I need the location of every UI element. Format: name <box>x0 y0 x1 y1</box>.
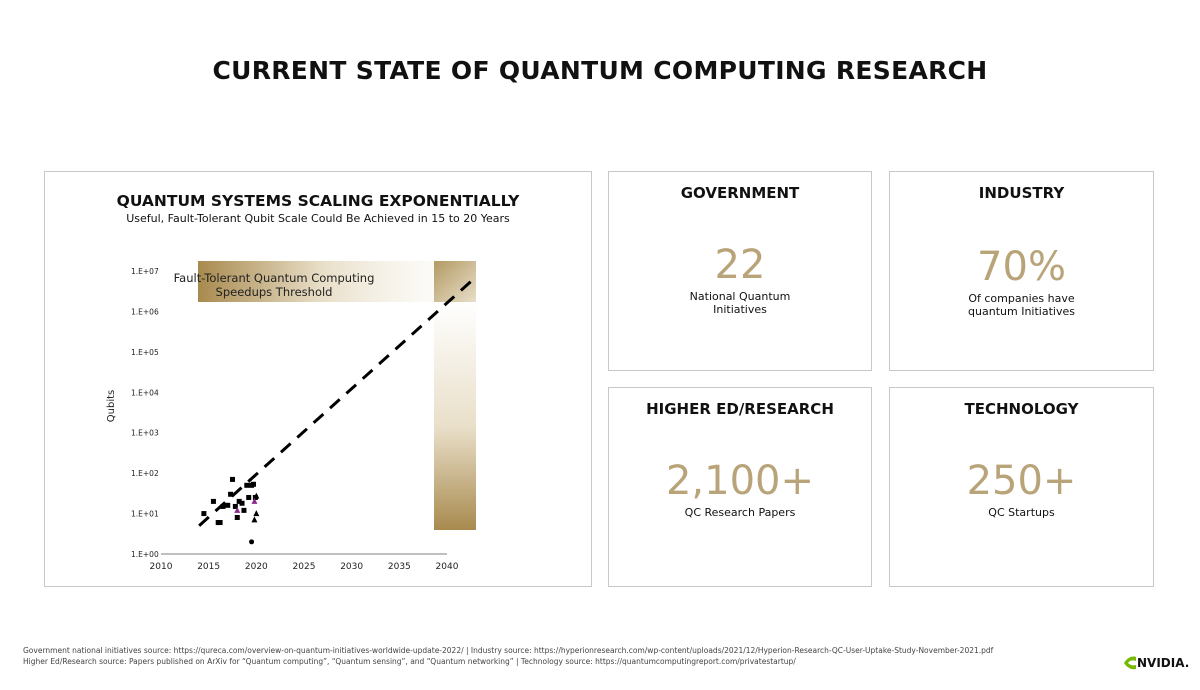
data-point <box>244 482 250 488</box>
government-title: GOVERNMENT <box>680 184 800 202</box>
data-point <box>250 481 256 487</box>
government-desc-1: National Quantum <box>689 290 791 303</box>
data-point <box>234 514 240 520</box>
chart-subtitle: Useful, Fault-Tolerant Qubit Scale Could… <box>126 212 510 225</box>
industry-desc-1: Of companies have <box>968 292 1075 305</box>
data-point <box>201 511 207 517</box>
x-tick-label: 2040 <box>436 562 459 572</box>
threshold-horizontal-band <box>198 261 476 302</box>
higher-ed-card: HIGHER ED/RESEARCH 2,100+ QC Research Pa… <box>608 387 872 587</box>
technology-value: 250+ <box>966 458 1077 504</box>
data-point <box>210 498 216 504</box>
data-point <box>241 507 247 513</box>
government-desc-2: Initiatives <box>713 303 767 316</box>
data-point <box>253 492 260 499</box>
threshold-vertical-band <box>434 302 476 530</box>
technology-title: TECHNOLOGY <box>964 400 1079 418</box>
data-point <box>217 520 223 526</box>
technology-card: TECHNOLOGY 250+ QC Startups <box>889 387 1154 587</box>
data-point <box>249 539 255 545</box>
threshold-label-line2: Speedups Threshold <box>216 285 333 299</box>
y-tick-label: 1.E+02 <box>131 469 159 478</box>
industry-card: INDUSTRY 70% Of companies have quantum I… <box>889 171 1154 371</box>
data-point <box>225 502 231 508</box>
industry-value: 70% <box>977 244 1066 290</box>
data-point <box>253 510 260 517</box>
y-tick-label: 1.E+03 <box>131 429 159 438</box>
x-tick-label: 2025 <box>293 562 316 572</box>
x-tick-labels: 2010 2015 2020 2025 2030 2035 2040 <box>150 562 459 572</box>
y-tick-label: 1.E+05 <box>131 348 159 357</box>
data-point <box>236 498 242 504</box>
nvidia-logo-text: NVIDIA. <box>1137 656 1190 670</box>
data-point <box>251 516 258 523</box>
data-point <box>246 494 252 500</box>
data-point <box>239 500 245 506</box>
nvidia-logo-icon <box>1124 656 1136 670</box>
y-axis-label: Qubits <box>106 390 117 422</box>
x-tick-label: 2010 <box>150 562 173 572</box>
data-point <box>228 491 234 497</box>
x-tick-label: 2035 <box>388 562 411 572</box>
higher-ed-desc: QC Research Papers <box>684 506 796 519</box>
government-value: 22 <box>714 242 766 288</box>
data-point <box>251 497 258 504</box>
y-tick-label: 1.E+01 <box>131 510 159 519</box>
higher-ed-title: HIGHER ED/RESEARCH <box>646 400 834 418</box>
technology-desc: QC Startups <box>988 506 1055 519</box>
threshold-label-line1: Fault-Tolerant Quantum Computing <box>174 271 375 285</box>
higher-ed-value: 2,100+ <box>665 458 815 504</box>
data-point <box>232 503 238 509</box>
chart-title: QUANTUM SYSTEMS SCALING EXPONENTIALLY <box>116 192 520 210</box>
data-point <box>230 476 235 482</box>
government-card: GOVERNMENT 22 National Quantum Initiativ… <box>608 171 872 371</box>
page-title: CURRENT STATE OF QUANTUM COMPUTING RESEA… <box>212 56 988 85</box>
y-tick-label: 1.E+06 <box>131 307 159 316</box>
footnote-line-2: Higher Ed/Research source: Papers publis… <box>23 657 796 666</box>
chart-panel: QUANTUM SYSTEMS SCALING EXPONENTIALLY Us… <box>44 171 592 587</box>
x-tick-label: 2020 <box>245 562 268 572</box>
data-point <box>234 506 241 513</box>
y-tick-labels: 1.E+00 1.E+01 1.E+02 1.E+03 1.E+04 1.E+05 1.E+… <box>131 267 159 559</box>
y-tick-label: 1.E+00 <box>131 550 159 559</box>
y-tick-label: 1.E+07 <box>131 267 159 276</box>
data-points <box>201 476 260 545</box>
industry-title: INDUSTRY <box>978 184 1065 202</box>
data-point <box>220 503 226 509</box>
footnote-line-1: Government national initiatives source: … <box>23 646 994 655</box>
x-tick-label: 2015 <box>197 562 220 572</box>
x-tick-label: 2030 <box>340 562 363 572</box>
y-tick-label: 1.E+04 <box>131 388 159 397</box>
industry-desc-2: quantum Initiatives <box>968 305 1075 318</box>
trend-line <box>198 276 477 527</box>
qubit-scaling-chart: Fault-Tolerant Quantum Computing Speedup… <box>106 261 477 572</box>
